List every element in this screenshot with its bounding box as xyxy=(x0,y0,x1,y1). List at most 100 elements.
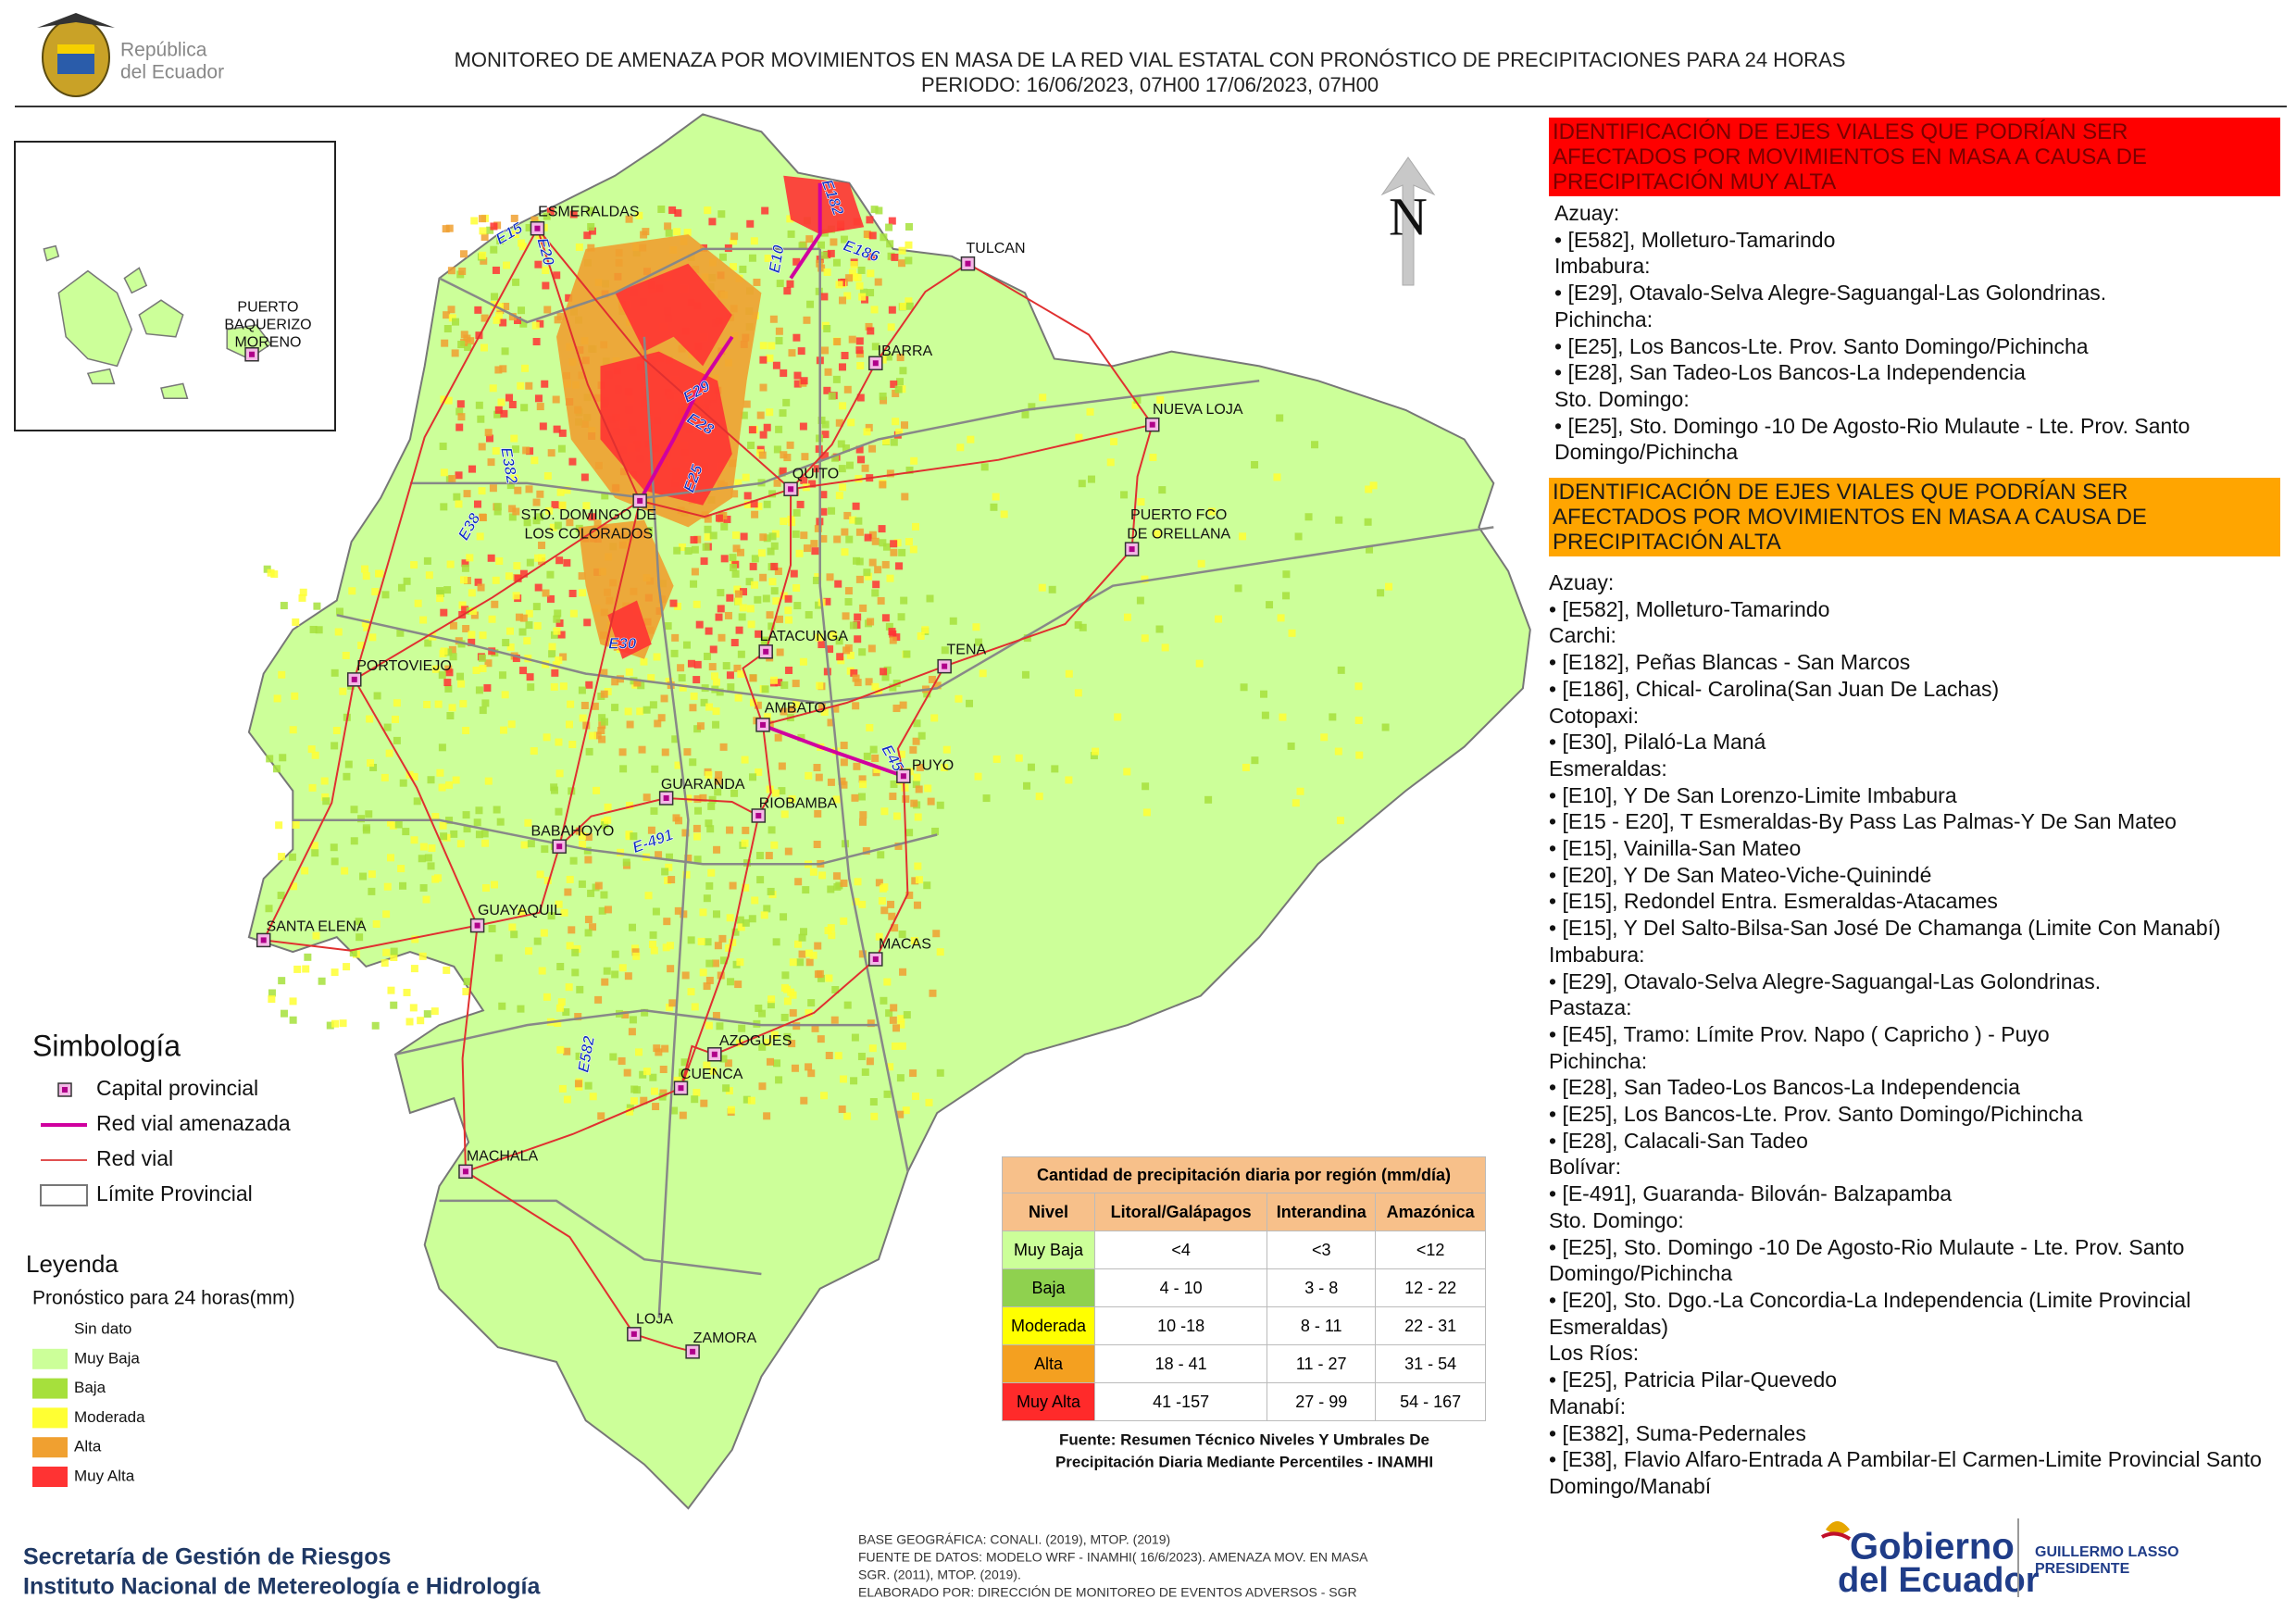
forecast-cell xyxy=(746,605,755,613)
forecast-cell xyxy=(393,699,401,707)
forecast-cell xyxy=(910,456,918,465)
forecast-cell xyxy=(512,445,520,454)
forecast-cell xyxy=(868,444,877,453)
forecast-cell xyxy=(880,807,889,816)
forecast-cell xyxy=(767,1057,775,1066)
forecast-cell xyxy=(456,840,465,848)
forecast-cell xyxy=(571,948,580,956)
forecast-cell xyxy=(775,327,783,335)
forecast-cell xyxy=(797,733,805,742)
forecast-cell xyxy=(759,431,767,439)
forecast-cell xyxy=(883,978,892,986)
forecast-cell xyxy=(461,559,469,568)
forecast-cell xyxy=(455,423,464,431)
forecast-cell xyxy=(413,797,421,806)
forecast-cell xyxy=(841,352,849,360)
forecast-cell xyxy=(897,1015,905,1023)
forecast-cell xyxy=(855,528,864,536)
forecast-cell xyxy=(682,641,691,649)
forecast-cell xyxy=(887,900,895,908)
forecast-cell xyxy=(468,589,476,597)
forecast-cell xyxy=(484,659,493,668)
threshold-cell: 31 - 54 xyxy=(1375,1344,1486,1383)
forecast-cell xyxy=(729,554,737,562)
forecast-cell xyxy=(898,931,906,939)
forecast-cell xyxy=(723,515,731,523)
forecast-cell xyxy=(738,613,746,621)
forecast-cell xyxy=(673,1076,681,1084)
forecast-cell xyxy=(566,518,574,527)
government-logo: del Ecuador xyxy=(1838,1561,2040,1600)
forecast-cell xyxy=(747,1096,755,1105)
forecast-cell xyxy=(930,714,939,722)
forecast-cell xyxy=(649,701,657,709)
forecast-cell xyxy=(443,586,452,594)
forecast-cell xyxy=(905,538,913,546)
forecast-cell xyxy=(915,876,923,884)
forecast-cell xyxy=(657,205,666,213)
forecast-cell xyxy=(845,535,854,543)
forecast-cell xyxy=(821,346,830,355)
forecast-cell xyxy=(510,931,518,939)
forecast-cell xyxy=(756,411,765,419)
forecast-cell xyxy=(683,748,692,756)
forecast-cell xyxy=(480,344,488,352)
forecast-cell xyxy=(292,821,300,830)
forecast-cell xyxy=(640,657,648,666)
forecast-cell xyxy=(554,609,562,618)
forecast-cell xyxy=(858,818,867,826)
forecast-cell xyxy=(713,910,721,918)
forecast-cell xyxy=(761,206,769,215)
forecast-cell xyxy=(463,490,471,498)
forecast-cell xyxy=(894,842,903,850)
forecast-cell xyxy=(457,341,466,349)
inset-city-label: BAQUERIZO xyxy=(224,317,311,332)
forecast-cell xyxy=(690,580,698,588)
forecast-cell xyxy=(1142,808,1151,817)
forecast-cell xyxy=(914,862,922,870)
forecast-cell xyxy=(289,997,297,1006)
forecast-cell xyxy=(748,915,756,923)
forecast-cell xyxy=(445,224,454,232)
capital-marker-dot xyxy=(1129,546,1135,553)
road xyxy=(263,924,478,952)
forecast-cell xyxy=(440,395,448,404)
forecast-cell xyxy=(550,682,558,691)
forecast-cell xyxy=(886,574,894,582)
forecast-cell xyxy=(857,266,866,274)
forecast-cell xyxy=(459,576,468,584)
forecast-cell xyxy=(527,683,535,692)
forecast-cell xyxy=(455,500,463,508)
forecast-cell xyxy=(718,934,727,943)
forecast-cell xyxy=(343,772,351,781)
forecast-cell xyxy=(278,670,286,679)
forecast-cell xyxy=(487,458,495,467)
road xyxy=(1130,424,1154,550)
forecast-cell xyxy=(649,1073,657,1081)
forecast-cell xyxy=(500,409,508,418)
forecast-cell xyxy=(440,832,448,841)
forecast-cell xyxy=(511,474,519,482)
provincial-boundary xyxy=(818,248,909,1172)
forecast-cell xyxy=(477,583,485,592)
forecast-cell xyxy=(488,615,496,623)
forecast-cell xyxy=(818,871,827,880)
road xyxy=(790,423,1153,491)
forecast-cell xyxy=(979,669,987,678)
road xyxy=(790,362,877,490)
forecast-cell xyxy=(855,445,864,454)
forecast-cell xyxy=(892,389,900,397)
threatened-road xyxy=(789,182,822,280)
forecast-cell xyxy=(716,688,724,696)
capital-marker-dot xyxy=(788,486,794,493)
forecast-cell xyxy=(825,1052,833,1060)
forecast-cell xyxy=(1282,570,1291,579)
forecast-cell xyxy=(458,268,467,276)
forecast-cell xyxy=(848,335,856,344)
forecast-cell xyxy=(557,631,566,639)
forecast-cell xyxy=(800,531,808,540)
forecast-cell xyxy=(905,256,913,265)
forecast-cell xyxy=(492,576,500,584)
forecast-cell xyxy=(440,503,448,511)
forecast-cell xyxy=(553,425,561,433)
